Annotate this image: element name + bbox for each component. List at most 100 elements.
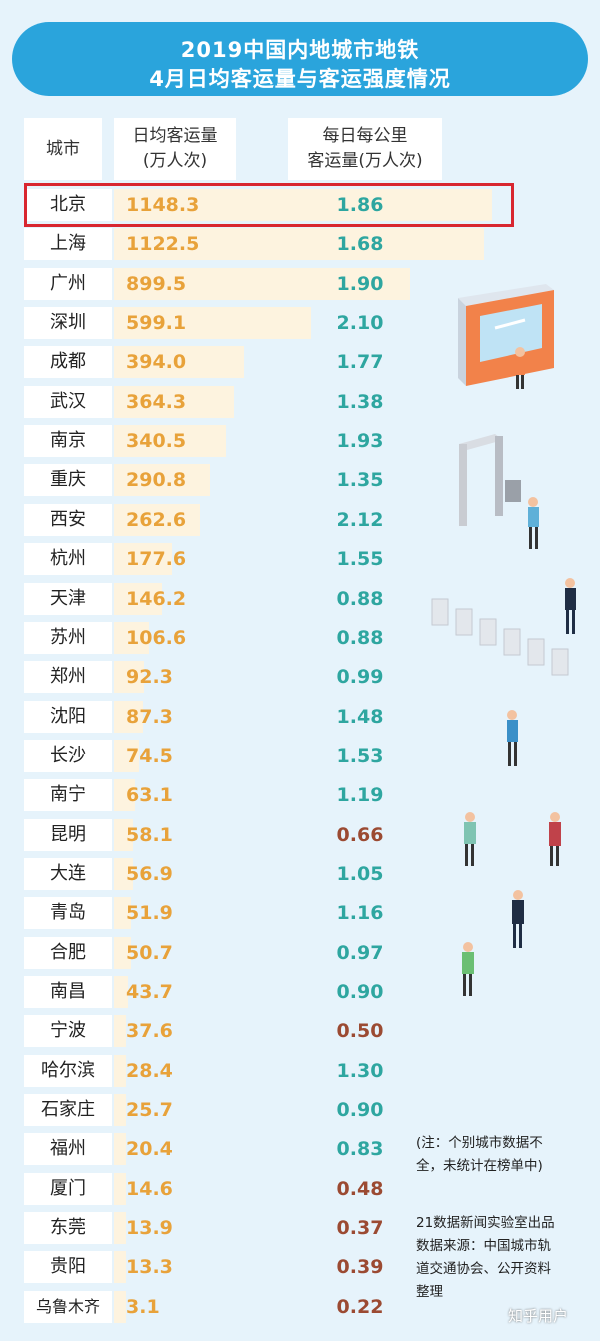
- passenger-bar: [114, 307, 312, 340]
- table-row: 贵阳 13.3 0.39: [0, 1249, 600, 1285]
- passenger-bar: [114, 1054, 126, 1087]
- footnote: (注：个别城市数据不 全，未统计在榜单中): [416, 1132, 586, 1178]
- passenger-bar: [114, 1094, 126, 1127]
- intensity-value: 1.90: [336, 272, 384, 295]
- table-row: 郑州 92.3 0.99: [0, 659, 600, 695]
- city-label: 深圳: [24, 307, 112, 340]
- intensity-value: 1.38: [336, 390, 384, 413]
- passenger-value: 146.2: [126, 587, 187, 610]
- passenger-value: 1122.5: [126, 233, 200, 256]
- highlight-box: [24, 183, 514, 227]
- passenger-value: 63.1: [126, 784, 173, 807]
- table-row: 沈阳 87.3 1.48: [0, 699, 600, 735]
- passenger-value: 74.5: [126, 744, 173, 767]
- table-row: 青岛 51.9 1.16: [0, 895, 600, 931]
- city-label: 昆明: [24, 818, 112, 851]
- commuter-illustration: [507, 710, 518, 766]
- intensity-value: 1.55: [336, 548, 384, 571]
- header-passengers-line-1: 日均客运量: [132, 126, 218, 146]
- watermark: 知乎用户: [508, 1307, 569, 1325]
- footnote-line-2: 全，未统计在榜单中): [416, 1158, 543, 1174]
- intensity-value: 1.35: [336, 469, 384, 492]
- title-banner: 2019中国内地城市地铁 4月日均客运量与客运强度情况: [12, 22, 588, 96]
- intensity-value: 0.90: [336, 981, 384, 1003]
- passenger-bar: [114, 897, 132, 930]
- passenger-bar: [114, 818, 134, 851]
- intensity-value: 0.22: [336, 1295, 384, 1318]
- header-city: 城市: [24, 118, 102, 180]
- intensity-value: 0.83: [336, 1138, 384, 1161]
- header-intensity-line-2: 客运量(万人次): [307, 151, 423, 171]
- passenger-bar: [114, 425, 227, 458]
- intensity-value: 1.05: [336, 862, 384, 885]
- city-label: 合肥: [24, 936, 112, 969]
- passenger-value: 13.9: [126, 1217, 173, 1240]
- passenger-value: 37.6: [126, 1020, 173, 1043]
- city-label: 北京: [24, 189, 112, 221]
- passenger-value: 394.0: [126, 351, 187, 374]
- security-gate-illustration: [459, 434, 539, 549]
- city-label: 南京: [24, 425, 112, 458]
- city-label: 成都: [24, 346, 112, 379]
- intensity-value: 0.39: [336, 1256, 384, 1279]
- intensity-value: 1.16: [336, 902, 384, 925]
- passenger-value: 177.6: [126, 548, 187, 571]
- table-row: 成都 394.0 1.77: [0, 344, 600, 380]
- passenger-value: 87.3: [126, 705, 173, 728]
- passenger-value: 56.9: [126, 862, 173, 885]
- city-label: 沈阳: [24, 700, 112, 733]
- city-label: 苏州: [24, 621, 112, 654]
- passenger-bar: [114, 1212, 126, 1245]
- passenger-value: 43.7: [126, 981, 173, 1003]
- intensity-value: 1.93: [336, 430, 384, 453]
- table-row: 厦门 14.6 0.48: [0, 1171, 600, 1207]
- intensity-value: 1.53: [336, 744, 384, 767]
- intensity-value: 1.77: [336, 351, 384, 374]
- table-row: 重庆 290.8 1.35: [0, 462, 600, 498]
- city-label: 哈尔滨: [24, 1054, 112, 1087]
- passenger-bar: [114, 700, 143, 733]
- source-line-2: 数据来源：中国城市轨: [416, 1238, 551, 1254]
- source-note: 21数据新闻实验室出品 数据来源：中国城市轨 道交通协会、公开资料 整理: [416, 1212, 586, 1304]
- turnstiles-illustration: [431, 578, 576, 676]
- intensity-value: 0.90: [336, 1099, 384, 1122]
- city-label: 长沙: [24, 739, 112, 772]
- city-label: 石家庄: [24, 1094, 112, 1127]
- passenger-value: 599.1: [126, 312, 187, 335]
- intensity-value: 0.88: [336, 626, 384, 649]
- city-label: 青岛: [24, 897, 112, 930]
- passenger-value: 290.8: [126, 469, 187, 492]
- intensity-value: 0.37: [336, 1217, 384, 1240]
- header-intensity-line-1: 每日每公里: [322, 126, 408, 146]
- city-label: 福州: [24, 1133, 112, 1166]
- intensity-value: 2.10: [336, 312, 384, 335]
- ticket-office-illustration: [458, 284, 554, 389]
- passenger-bar: [114, 779, 135, 812]
- city-label: 重庆: [24, 464, 112, 497]
- passenger-bar: [114, 661, 145, 694]
- table-row: 宁波 37.6 0.50: [0, 1013, 600, 1049]
- city-label: 西安: [24, 503, 112, 536]
- passenger-value: 364.3: [126, 390, 187, 413]
- passenger-bar: [114, 385, 234, 418]
- passenger-value: 92.3: [126, 666, 173, 689]
- table-row: 昆明 58.1 0.66: [0, 817, 600, 853]
- intensity-value: 0.99: [336, 666, 384, 689]
- city-label: 南昌: [24, 976, 112, 1008]
- table-row: 西安 262.6 2.12: [0, 502, 600, 538]
- table-row: 合肥 50.7 0.97: [0, 935, 600, 971]
- city-label: 上海: [24, 228, 112, 261]
- city-label: 东莞: [24, 1212, 112, 1245]
- table-row: 南京 340.5 1.93: [0, 423, 600, 459]
- table-row: 福州 20.4 0.83: [0, 1131, 600, 1167]
- passenger-value: 58.1: [126, 823, 173, 846]
- table-row: 上海 1122.5 1.68: [0, 226, 600, 262]
- passenger-bar: [114, 228, 484, 261]
- table-row: 深圳 599.1 2.10: [0, 305, 600, 341]
- passenger-bar: [114, 267, 411, 300]
- passenger-value: 3.1: [126, 1295, 160, 1318]
- intensity-value: 2.12: [336, 508, 384, 531]
- city-label: 广州: [24, 267, 112, 300]
- intensity-value: 1.48: [336, 705, 384, 728]
- intensity-value: 0.88: [336, 587, 384, 610]
